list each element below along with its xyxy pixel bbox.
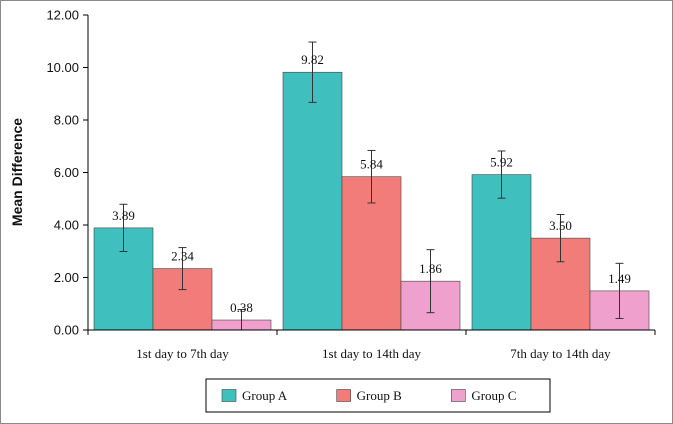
legend-swatch — [221, 389, 237, 402]
x-axis: 1st day to 7th day 1st day to 14th day 7th… — [87, 329, 656, 361]
y-tick-label: 12.00 — [46, 8, 79, 23]
y-axis: 0.00 2.00 4.00 6.00 8.00 10.00 12.00 — [46, 8, 89, 338]
data-labels: 3.89 9.82 5.92 2.34 5.84 3.50 0.38 1.86 1.49 — [112, 52, 631, 315]
x-tick-label: 7th day to 14th day — [510, 346, 611, 361]
data-label: 2.34 — [171, 249, 194, 264]
y-tick-label: 8.00 — [54, 113, 79, 128]
legend: Group A Group B Group C — [205, 378, 551, 413]
x-tick-label: 1st day to 14th day — [322, 346, 421, 361]
y-axis-label: Mean Difference — [9, 118, 25, 226]
data-label: 1.49 — [608, 271, 631, 286]
bar — [471, 174, 532, 331]
data-label: 5.84 — [360, 157, 383, 172]
data-label: 1.86 — [419, 261, 442, 276]
y-tick-label: 0.00 — [54, 323, 79, 338]
error-bars — [119, 41, 624, 331]
bar — [282, 71, 343, 331]
y-tick-label: 10.00 — [46, 60, 79, 75]
data-label: 9.82 — [301, 52, 324, 67]
legend-swatch — [451, 389, 466, 402]
legend-label: Group A — [242, 388, 288, 403]
legend-swatch — [336, 389, 351, 402]
y-tick-label: 4.00 — [54, 218, 79, 233]
y-tick-label: 2.00 — [54, 270, 79, 285]
data-label: 3.89 — [112, 208, 135, 223]
y-tick-label: 6.00 — [54, 165, 79, 180]
data-label: 3.50 — [549, 218, 572, 233]
legend-label: Group C — [471, 388, 516, 403]
legend-label: Group B — [357, 388, 402, 403]
x-tick-label: 1st day to 7th day — [136, 346, 229, 361]
data-label: 5.92 — [490, 155, 513, 170]
data-label: 0.38 — [230, 300, 253, 315]
legend-box — [205, 378, 551, 413]
